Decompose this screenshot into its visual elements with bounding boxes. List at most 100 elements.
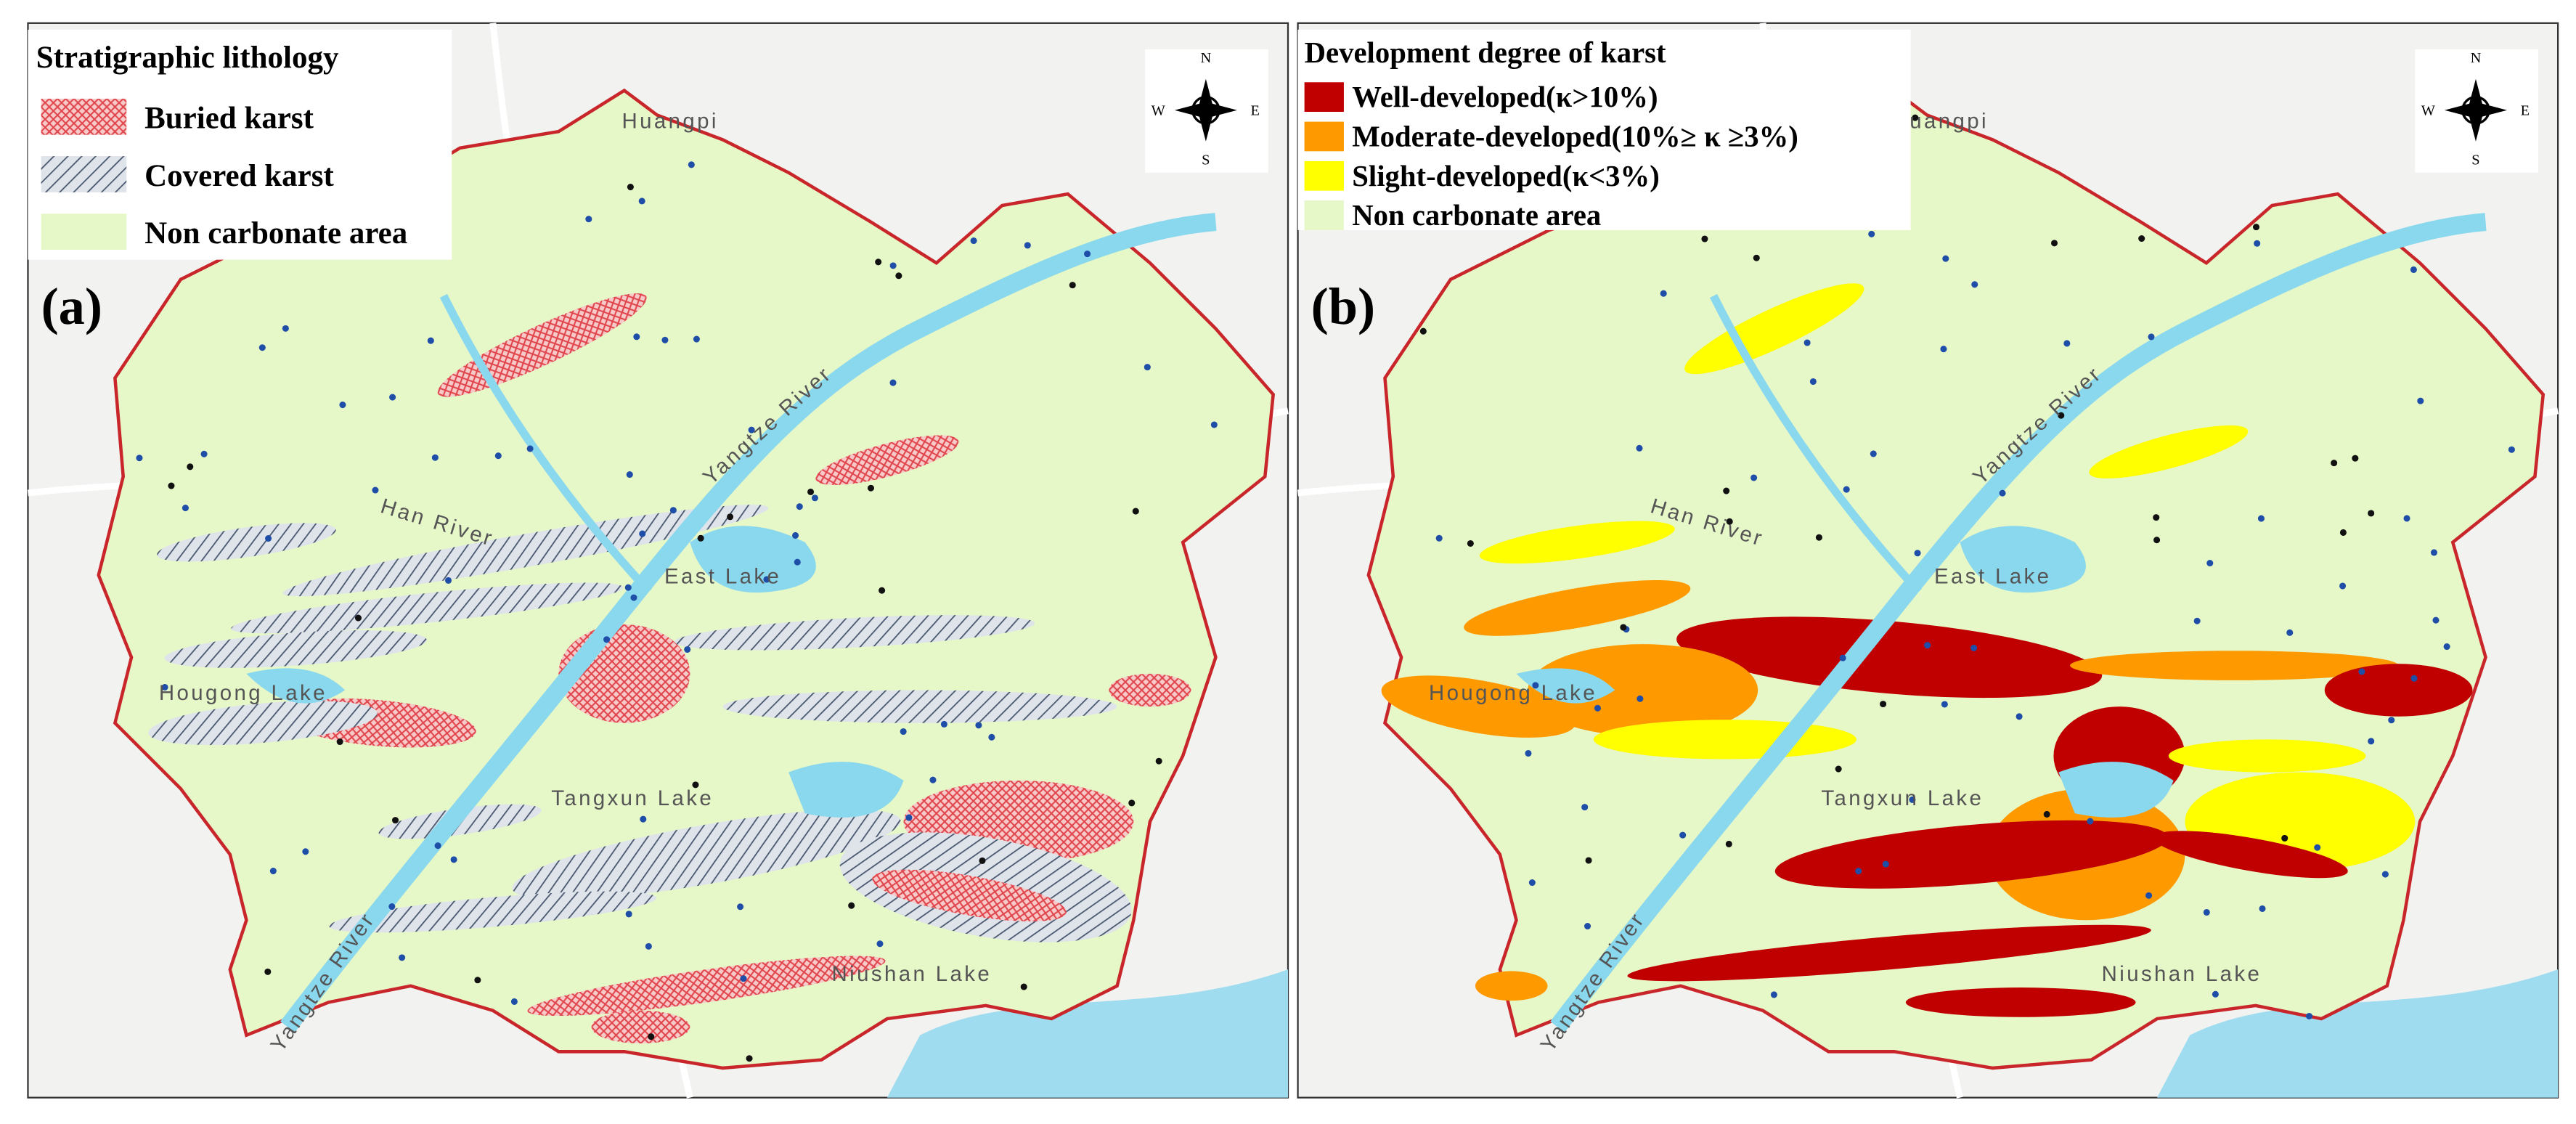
borehole: [1770, 991, 1777, 998]
borehole: [1155, 757, 1162, 765]
borehole: [895, 272, 902, 280]
place-label: Huangpi: [622, 110, 719, 134]
legend-label: Moderate-developed(10%≥ κ ≥3%): [1352, 121, 1798, 153]
borehole: [1467, 539, 1474, 547]
lake: [246, 526, 904, 818]
legend-swatch: [1304, 200, 1344, 230]
borehole: [1660, 290, 1667, 297]
borehole: [282, 325, 289, 332]
borehole: [603, 636, 611, 643]
borehole: [811, 494, 818, 502]
borehole: [1637, 695, 1644, 702]
legend: Stratigraphic lithology Buried karst Cover…: [28, 29, 452, 260]
borehole: [2212, 990, 2219, 998]
karst-zone: [872, 869, 1067, 921]
karst-zone: [1905, 987, 2136, 1017]
compass-letter: W: [2421, 103, 2436, 119]
legend-swatch: [1304, 160, 1344, 191]
borehole: [2259, 905, 2266, 912]
legend-title: Development degree of karst: [1305, 36, 1666, 69]
yangtze-river: [280, 213, 1217, 1033]
borehole: [1701, 235, 1708, 243]
borehole: [1084, 251, 1091, 258]
borehole: [692, 781, 699, 789]
borehole: [354, 614, 362, 622]
borehole: [1971, 281, 1978, 288]
place-label: Niushan Lake: [832, 962, 993, 986]
borehole: [1020, 983, 1027, 990]
borehole: [182, 505, 189, 512]
borehole: [434, 842, 441, 850]
borehole: [1882, 860, 1889, 868]
borehole: [763, 576, 770, 583]
karst-zone: [1109, 673, 1191, 707]
borehole: [1940, 346, 1947, 353]
borehole: [929, 776, 937, 783]
borehole: [2148, 333, 2155, 341]
place-label: Hougong Lake: [1429, 681, 1597, 705]
borehole: [265, 535, 272, 542]
borehole: [1912, 114, 1919, 121]
borehole: [975, 722, 982, 729]
borehole: [626, 471, 633, 478]
karst-zone: [1676, 616, 2103, 699]
borehole: [625, 911, 632, 918]
borehole: [737, 903, 744, 911]
borehole: [988, 733, 995, 741]
borehole: [336, 738, 343, 746]
borehole: [640, 815, 647, 823]
lake: [1516, 526, 2174, 818]
borehole: [848, 902, 855, 909]
borehole: [2138, 235, 2145, 243]
legend-swatch: [1304, 121, 1344, 152]
legend-box: [1297, 29, 1911, 230]
borehole: [2339, 529, 2347, 536]
background-water: [886, 969, 1288, 1098]
borehole: [399, 954, 406, 961]
borehole: [2203, 908, 2210, 916]
borehole: [2410, 266, 2417, 273]
compass-letter: S: [1202, 152, 1210, 168]
compass: N S W E: [1145, 49, 1268, 173]
borehole: [746, 1055, 753, 1062]
borehole: [905, 814, 913, 821]
borehole: [136, 455, 143, 462]
borehole: [624, 584, 632, 591]
borehole: [1726, 518, 1733, 525]
borehole: [2153, 537, 2161, 544]
karst-zone: [1464, 579, 1691, 636]
karst-zone: [148, 701, 378, 746]
borehole: [2417, 397, 2424, 404]
borehole: [697, 534, 704, 542]
legend-label: Non carbonate area: [144, 216, 407, 251]
compass-letter: E: [1251, 103, 1260, 119]
legend-swatch: [1304, 82, 1344, 113]
borehole: [2358, 668, 2365, 675]
borehole: [684, 646, 691, 653]
borehole: [1532, 682, 1539, 689]
karst-zone: [1627, 924, 2151, 982]
borehole: [431, 454, 439, 461]
borehole: [879, 587, 886, 594]
borehole: [339, 402, 346, 409]
borehole: [2331, 460, 2338, 467]
place-label: Tangxun Lake: [1821, 786, 1984, 810]
borehole: [200, 450, 208, 457]
borehole: [727, 513, 734, 521]
borehole: [2381, 871, 2389, 878]
borehole: [269, 868, 277, 875]
borehole: [1636, 444, 1643, 452]
borehole: [1843, 486, 1850, 493]
compass-rose: [1174, 78, 1237, 142]
borehole: [1880, 701, 1887, 708]
karst-zone: [437, 293, 647, 397]
legend-title: Stratigraphic lithology: [36, 41, 339, 75]
borehole: [1132, 508, 1139, 515]
legend-swatch: [41, 213, 127, 251]
karst-zone: [2089, 425, 2249, 478]
karst-zone: [157, 523, 336, 562]
borehole: [2257, 515, 2265, 522]
borehole: [740, 975, 747, 982]
karst-zone: [2153, 831, 2348, 879]
